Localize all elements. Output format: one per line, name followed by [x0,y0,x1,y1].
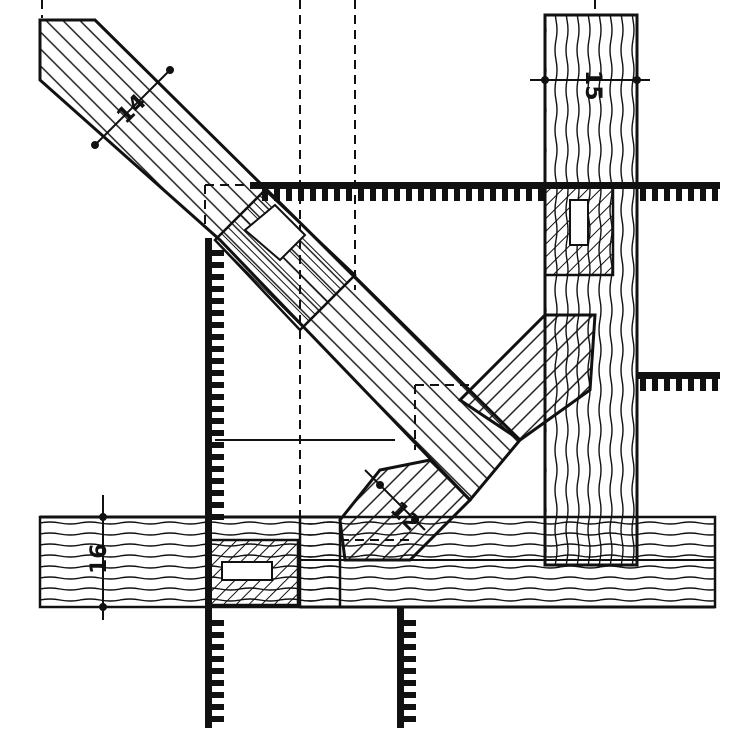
wall-tooth [212,346,224,352]
wall-tooth [212,656,224,662]
wall-tooth [212,466,224,472]
dim-label-post: 15 [580,70,605,101]
wall-tooth [490,189,496,201]
wall-tooth [322,189,328,201]
wall-tooth [212,262,224,268]
wall-tooth [394,189,400,201]
dimension-post [530,76,650,84]
wall-tooth [712,189,718,201]
wall-tooth [212,716,224,722]
wall-tooth [418,189,424,201]
wall-tooth [212,286,224,292]
masonry-wall [205,182,720,728]
wall-tooth [286,189,292,201]
wall-tooth [454,189,460,201]
wall-tooth [526,189,532,201]
wall-tooth [212,692,224,698]
wall-tooth [358,189,364,201]
wall-tooth [404,716,416,722]
wall-tooth [404,620,416,626]
wall-tooth [212,310,224,316]
wall-tooth [538,189,544,201]
wall-tooth [442,189,448,201]
wall-tooth [212,680,224,686]
wall-tooth [640,379,646,391]
wall-tooth [700,189,706,201]
dimension-brace [91,66,174,149]
wall-tooth [212,382,224,388]
wall-tooth [212,358,224,364]
wall-tooth [298,189,304,201]
wall-tooth [664,379,670,391]
wall-tooth [212,250,224,256]
wall-tooth [478,189,484,201]
wall-tooth [212,298,224,304]
wall-tooth [406,189,412,201]
wall-tooth [404,692,416,698]
wall-tooth [404,656,416,662]
wall-tooth [274,189,280,201]
wall-tooth [712,379,718,391]
dimension-sill [99,495,107,620]
wall-tooth [688,379,694,391]
dim-label-sill: 16 [87,543,112,574]
wall-tooth [212,430,224,436]
wall-tooth [404,644,416,650]
wall-tooth [212,704,224,710]
wall-tooth [212,454,224,460]
dimension-strut [364,469,426,531]
wall-tooth [652,189,658,201]
wall-tooth [212,632,224,638]
wall-tooth [212,334,224,340]
wall-tooth [212,370,224,376]
wall-tooth [382,189,388,201]
wall-tooth [676,379,682,391]
wall-tooth [212,502,224,508]
wall-tooth [212,644,224,650]
wall-teeth [212,189,718,722]
wall-tooth [430,189,436,201]
vertical-post [543,13,639,567]
strut [457,313,597,442]
wall-tooth [212,478,224,484]
wall-tooth [212,418,224,424]
wall-tooth [404,668,416,674]
wall-tooth [514,189,520,201]
wall-tooth [310,189,316,201]
wall-tooth [370,189,376,201]
wall-tooth [466,189,472,201]
wall-tooth [212,394,224,400]
wall-tooth [404,632,416,638]
wall-tooth [212,274,224,280]
mortise-block [206,538,300,607]
wall-tooth [212,322,224,328]
wall-tooth [212,620,224,626]
wall-tooth [212,442,224,448]
wall-tooth [502,189,508,201]
wall-tooth [664,189,670,201]
wall-tooth [676,189,682,201]
wall-tooth [212,668,224,674]
wall-tooth [404,704,416,710]
wall-tooth [404,680,416,686]
wall-tooth [346,189,352,201]
wall-tooth [640,189,646,201]
wall-tooth [652,379,658,391]
wall-tooth [334,189,340,201]
wall-tooth [212,490,224,496]
wall-tooth [212,406,224,412]
wall-tooth [700,379,706,391]
diagonal-brace [38,18,523,503]
wall-tooth [688,189,694,201]
